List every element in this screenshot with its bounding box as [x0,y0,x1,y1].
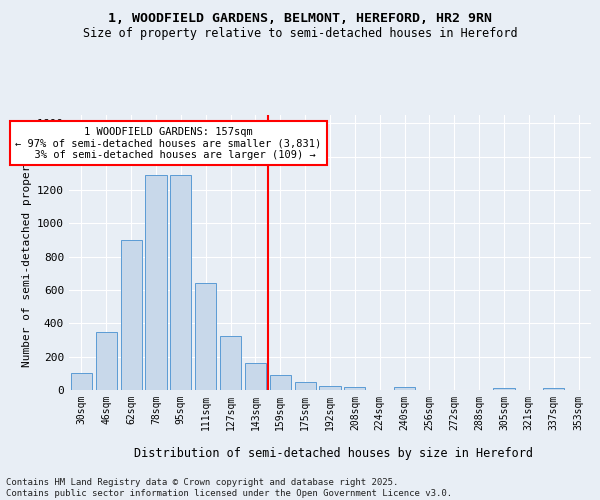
Text: Contains HM Land Registry data © Crown copyright and database right 2025.
Contai: Contains HM Land Registry data © Crown c… [6,478,452,498]
Text: 1, WOODFIELD GARDENS, BELMONT, HEREFORD, HR2 9RN: 1, WOODFIELD GARDENS, BELMONT, HEREFORD,… [108,12,492,26]
Bar [319,386,341,390]
Bar [71,374,92,390]
Bar [145,175,167,390]
Text: Size of property relative to semi-detached houses in Hereford: Size of property relative to semi-detach… [83,28,517,40]
Bar [493,388,515,390]
Bar [170,175,191,390]
Text: Distribution of semi-detached houses by size in Hereford: Distribution of semi-detached houses by … [134,448,533,460]
Bar [270,375,291,390]
Text: 1 WOODFIELD GARDENS: 157sqm
← 97% of semi-detached houses are smaller (3,831)
  : 1 WOODFIELD GARDENS: 157sqm ← 97% of sem… [16,126,322,160]
Bar [394,387,415,390]
Bar [295,382,316,390]
Bar [245,362,266,390]
Bar [344,386,365,390]
Bar [195,282,216,390]
Bar [220,336,241,390]
Bar [543,388,564,390]
Y-axis label: Number of semi-detached properties: Number of semi-detached properties [22,138,32,367]
Bar [96,332,117,390]
Bar [121,240,142,390]
